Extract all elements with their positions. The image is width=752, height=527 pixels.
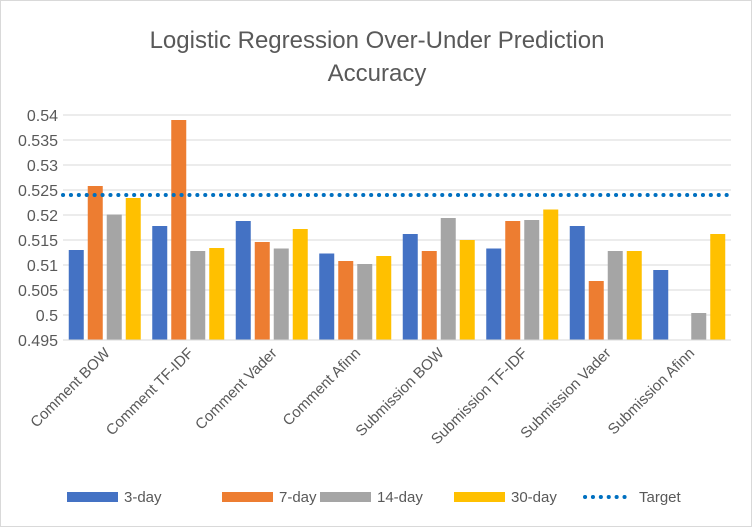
legend-swatch-30-day bbox=[454, 492, 505, 502]
bar-3-day-5 bbox=[486, 248, 502, 340]
bar-7-day-0 bbox=[87, 186, 103, 340]
y-tick-label: 0.515 bbox=[18, 233, 58, 250]
category-label: Comment BOW bbox=[27, 344, 114, 431]
bar-7-day-4 bbox=[421, 251, 437, 340]
bar-30-day-0 bbox=[125, 198, 141, 340]
bar-3-day-7 bbox=[653, 270, 669, 340]
bar-3-day-2 bbox=[235, 221, 251, 340]
category-label: Comment Vader bbox=[192, 345, 280, 433]
bar-30-day-7 bbox=[710, 234, 726, 340]
legend-swatch-7-day bbox=[222, 492, 273, 502]
bar-14-day-7 bbox=[691, 313, 707, 340]
bar-7-day-3 bbox=[338, 261, 354, 340]
y-tick-label: 0.52 bbox=[27, 208, 58, 225]
category-label: Comment TF-IDF bbox=[103, 345, 197, 439]
chart-title-line-2: Accuracy bbox=[328, 60, 427, 87]
bar-7-day-5 bbox=[505, 221, 521, 340]
bar-3-day-3 bbox=[319, 253, 335, 340]
bar-14-day-0 bbox=[106, 214, 122, 340]
bar-14-day-3 bbox=[357, 264, 373, 340]
bar-30-day-1 bbox=[209, 248, 225, 340]
bar-30-day-6 bbox=[626, 251, 642, 340]
legend-label: 7-day bbox=[279, 489, 317, 506]
bar-3-day-1 bbox=[152, 226, 168, 340]
y-tick-label: 0.5 bbox=[36, 308, 58, 325]
bar-14-day-5 bbox=[524, 220, 540, 340]
bar-14-day-2 bbox=[273, 248, 289, 340]
bar-3-day-0 bbox=[68, 250, 84, 340]
y-tick-label: 0.535 bbox=[18, 133, 58, 150]
y-tick-label: 0.54 bbox=[27, 108, 58, 125]
bar-14-day-6 bbox=[607, 251, 623, 340]
legend-label: 30-day bbox=[511, 489, 557, 506]
chart-title-line-1: Logistic Regression Over-Under Predictio… bbox=[150, 27, 605, 54]
bar-30-day-4 bbox=[459, 240, 475, 340]
legend-label: 14-day bbox=[377, 489, 423, 506]
legend-swatch-3-day bbox=[67, 492, 118, 502]
y-tick-label: 0.505 bbox=[18, 283, 58, 300]
bar-14-day-4 bbox=[440, 218, 456, 340]
y-tick-label: 0.51 bbox=[27, 258, 58, 275]
y-tick-label: 0.495 bbox=[18, 333, 58, 350]
chart-title: Logistic Regression Over-Under Predictio… bbox=[150, 27, 605, 87]
category-label: Submission BOW bbox=[352, 344, 448, 440]
legend-swatch-14-day bbox=[320, 492, 371, 502]
y-axis-tick-labels: 0.495 0.5 0.505 0.51 0.515 0.52 0.525 0.53 0.535… bbox=[18, 108, 58, 350]
category-label: Comment Afinn bbox=[280, 345, 365, 430]
bar-7-day-2 bbox=[254, 242, 270, 340]
y-tick-label: 0.53 bbox=[27, 158, 58, 175]
bar-30-day-2 bbox=[292, 229, 308, 340]
bar-14-day-1 bbox=[190, 251, 206, 340]
bar-7-day-1 bbox=[171, 120, 187, 340]
legend-label: Target bbox=[639, 489, 682, 506]
category-label: Submission Vader bbox=[517, 345, 614, 442]
bar-30-day-3 bbox=[376, 256, 392, 340]
bar-3-day-4 bbox=[402, 234, 418, 340]
bars bbox=[68, 120, 726, 340]
bar-30-day-5 bbox=[543, 209, 559, 340]
bar-3-day-6 bbox=[569, 226, 585, 340]
bar-7-day-6 bbox=[588, 281, 604, 340]
category-label: Submission Afinn bbox=[605, 345, 698, 438]
legend-label: 3-day bbox=[124, 489, 162, 506]
y-tick-label: 0.525 bbox=[18, 183, 58, 200]
legend: 3-day 7-day 14-day 30-day Target bbox=[67, 489, 682, 506]
